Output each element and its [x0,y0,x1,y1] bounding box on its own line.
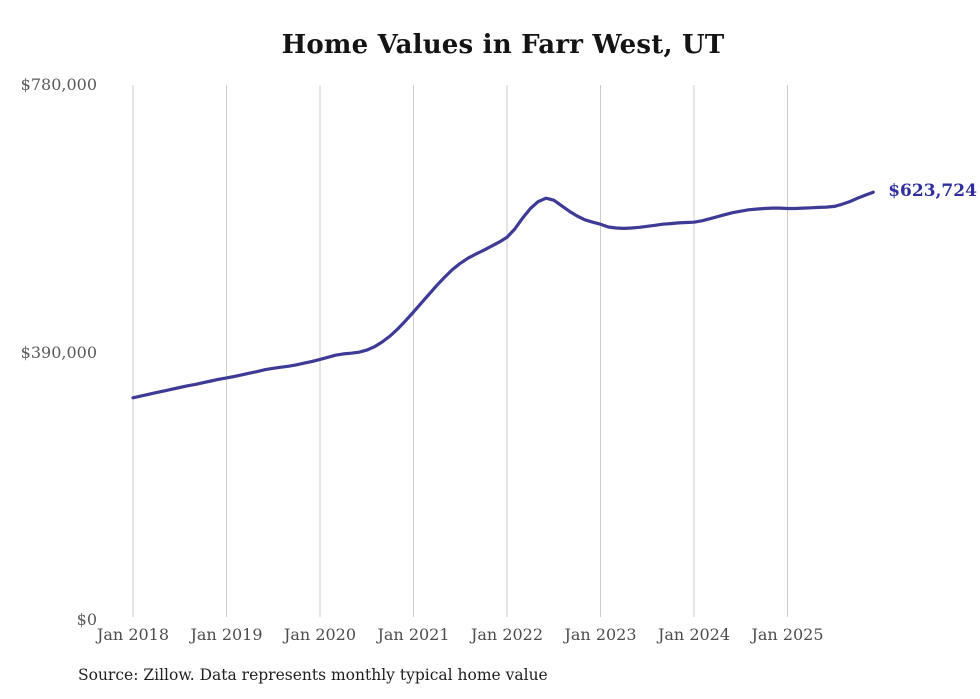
x-axis-label: Jan 2018 [96,625,170,644]
x-axis-label: Jan 2023 [564,625,637,644]
y-axis-label: $780,000 [20,75,97,94]
y-axis-label: $0 [76,610,97,629]
x-axis-label: Jan 2024 [657,625,731,644]
chart-title: Home Values in Farr West, UT [281,30,725,60]
y-axis-label: $390,000 [20,342,97,362]
x-axis-label: Jan 2021 [377,625,450,644]
x-axis-label: Jan 2020 [283,625,357,644]
end-value-label: $623,724 [888,181,977,202]
x-axis-label: Jan 2022 [470,625,544,644]
x-axis-label: Jan 2019 [190,625,263,644]
x-axis-label: Jan 2025 [751,625,824,644]
gridlines [132,85,788,617]
source-note: Source: Zillow. Data represents monthly … [78,666,548,684]
trend-line [131,190,875,400]
